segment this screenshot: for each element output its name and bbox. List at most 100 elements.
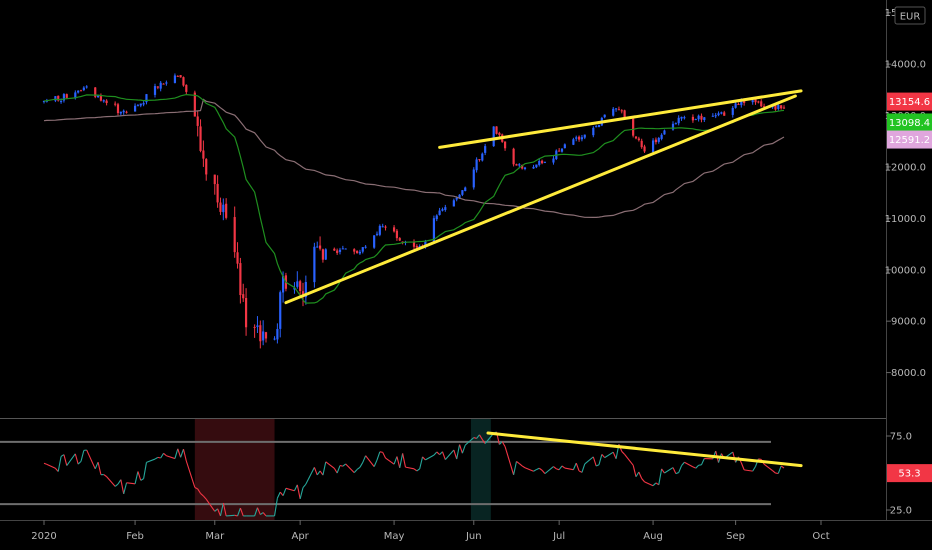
candle <box>444 204 447 212</box>
rsi-segment <box>262 512 267 517</box>
candle <box>313 242 316 288</box>
candle <box>384 225 387 231</box>
rsi-segment <box>664 467 674 474</box>
candle <box>253 324 256 338</box>
candle <box>373 235 376 249</box>
fast-ma-badge: 13098.4 <box>887 113 932 132</box>
rsi-segment <box>180 448 184 458</box>
candle <box>540 159 544 165</box>
rsi-segment <box>202 495 207 500</box>
candle <box>364 245 367 249</box>
time-tick-label: Apr <box>291 531 309 542</box>
rsi-segment <box>345 463 355 473</box>
rsi-segment <box>441 451 446 460</box>
rsi-segment <box>362 455 367 463</box>
rsi-tick-label: 25.0 <box>890 506 912 517</box>
price-tick-label: 14000.0 <box>885 60 926 71</box>
candle <box>196 111 199 137</box>
candle <box>173 73 177 84</box>
rsi-segment <box>700 458 705 466</box>
rsi-bands <box>0 440 771 506</box>
candle <box>353 248 356 255</box>
candle <box>723 110 726 116</box>
candle <box>617 106 621 111</box>
rsi-segment <box>536 467 540 471</box>
candle <box>515 163 518 166</box>
candle <box>757 100 760 104</box>
candle <box>256 316 259 334</box>
candle <box>703 116 706 122</box>
rsi-segment <box>439 451 443 456</box>
upper-resistance-trendline[interactable] <box>438 89 803 149</box>
rsi-trendline[interactable] <box>486 431 803 468</box>
time-tick-label: Jun <box>465 531 482 542</box>
candle <box>492 126 495 147</box>
rsi-axis[interactable]: 75.0 25.0 <box>886 432 912 517</box>
rsi-segment <box>416 468 421 472</box>
rsi-segment <box>558 465 563 471</box>
candle <box>355 250 359 254</box>
rsi-segment <box>143 462 148 479</box>
candle <box>697 114 700 122</box>
rsi-segment <box>63 454 68 466</box>
time-tick-label: May <box>384 531 405 542</box>
rsi-segment <box>66 453 76 466</box>
candle <box>737 102 740 106</box>
rsi-segment <box>57 456 62 472</box>
candle <box>597 124 601 128</box>
rsi-segment <box>359 462 364 468</box>
rsi-segment <box>692 466 696 469</box>
candle <box>680 116 683 121</box>
rsi-trendline-line[interactable] <box>486 431 803 468</box>
last-price-badge: 13154.6 <box>887 92 932 111</box>
rsi-segment <box>572 462 577 470</box>
rsi-segment <box>581 463 586 473</box>
rsi-segment <box>177 448 182 458</box>
rsi-segment <box>154 456 159 460</box>
price-tick-label: 10000.0 <box>885 265 926 276</box>
rsi-segment <box>661 468 665 474</box>
rsi-segment <box>393 456 398 465</box>
rsi-segment <box>254 507 258 517</box>
candle <box>475 157 478 173</box>
candle <box>176 75 179 77</box>
candle <box>643 144 646 153</box>
rsi-segment <box>97 462 102 475</box>
rsi-segment <box>293 484 298 491</box>
candle <box>182 76 185 87</box>
rsi-segment <box>305 467 315 485</box>
rsi-segment <box>322 461 327 476</box>
fast-moving-average-line <box>43 93 785 304</box>
candle <box>472 167 475 190</box>
rsi-segment <box>379 451 383 453</box>
candle <box>438 207 441 216</box>
rsi-segment <box>126 482 136 485</box>
lower-support-trendline[interactable] <box>284 94 797 305</box>
rsi-segment <box>413 468 418 472</box>
rsi-segment <box>94 461 99 470</box>
rsi-segment <box>635 471 640 478</box>
rsi-segment <box>182 449 187 462</box>
candle <box>560 148 564 153</box>
rsi-segment <box>77 461 82 465</box>
rsi-segment <box>313 467 318 476</box>
candle <box>654 137 658 145</box>
candle <box>225 198 228 220</box>
time-tick-label: Mar <box>205 531 225 542</box>
rsi-segment <box>598 454 603 465</box>
candle <box>139 103 142 108</box>
rsi-tick-label: 75.0 <box>890 432 912 443</box>
candle <box>318 236 322 251</box>
candle <box>614 108 618 112</box>
time-axis[interactable]: 2020 Feb Mar Apr May Jun Jul Aug Sep Oct <box>31 520 830 542</box>
trendlines[interactable] <box>284 89 803 305</box>
candle <box>532 164 535 169</box>
candle <box>136 103 140 107</box>
candle <box>219 197 222 216</box>
rsi-segment <box>137 471 142 481</box>
currency-label: EUR <box>900 12 921 23</box>
rsi-segment <box>333 467 338 474</box>
rsi-segment <box>120 479 125 495</box>
candle <box>498 131 501 137</box>
